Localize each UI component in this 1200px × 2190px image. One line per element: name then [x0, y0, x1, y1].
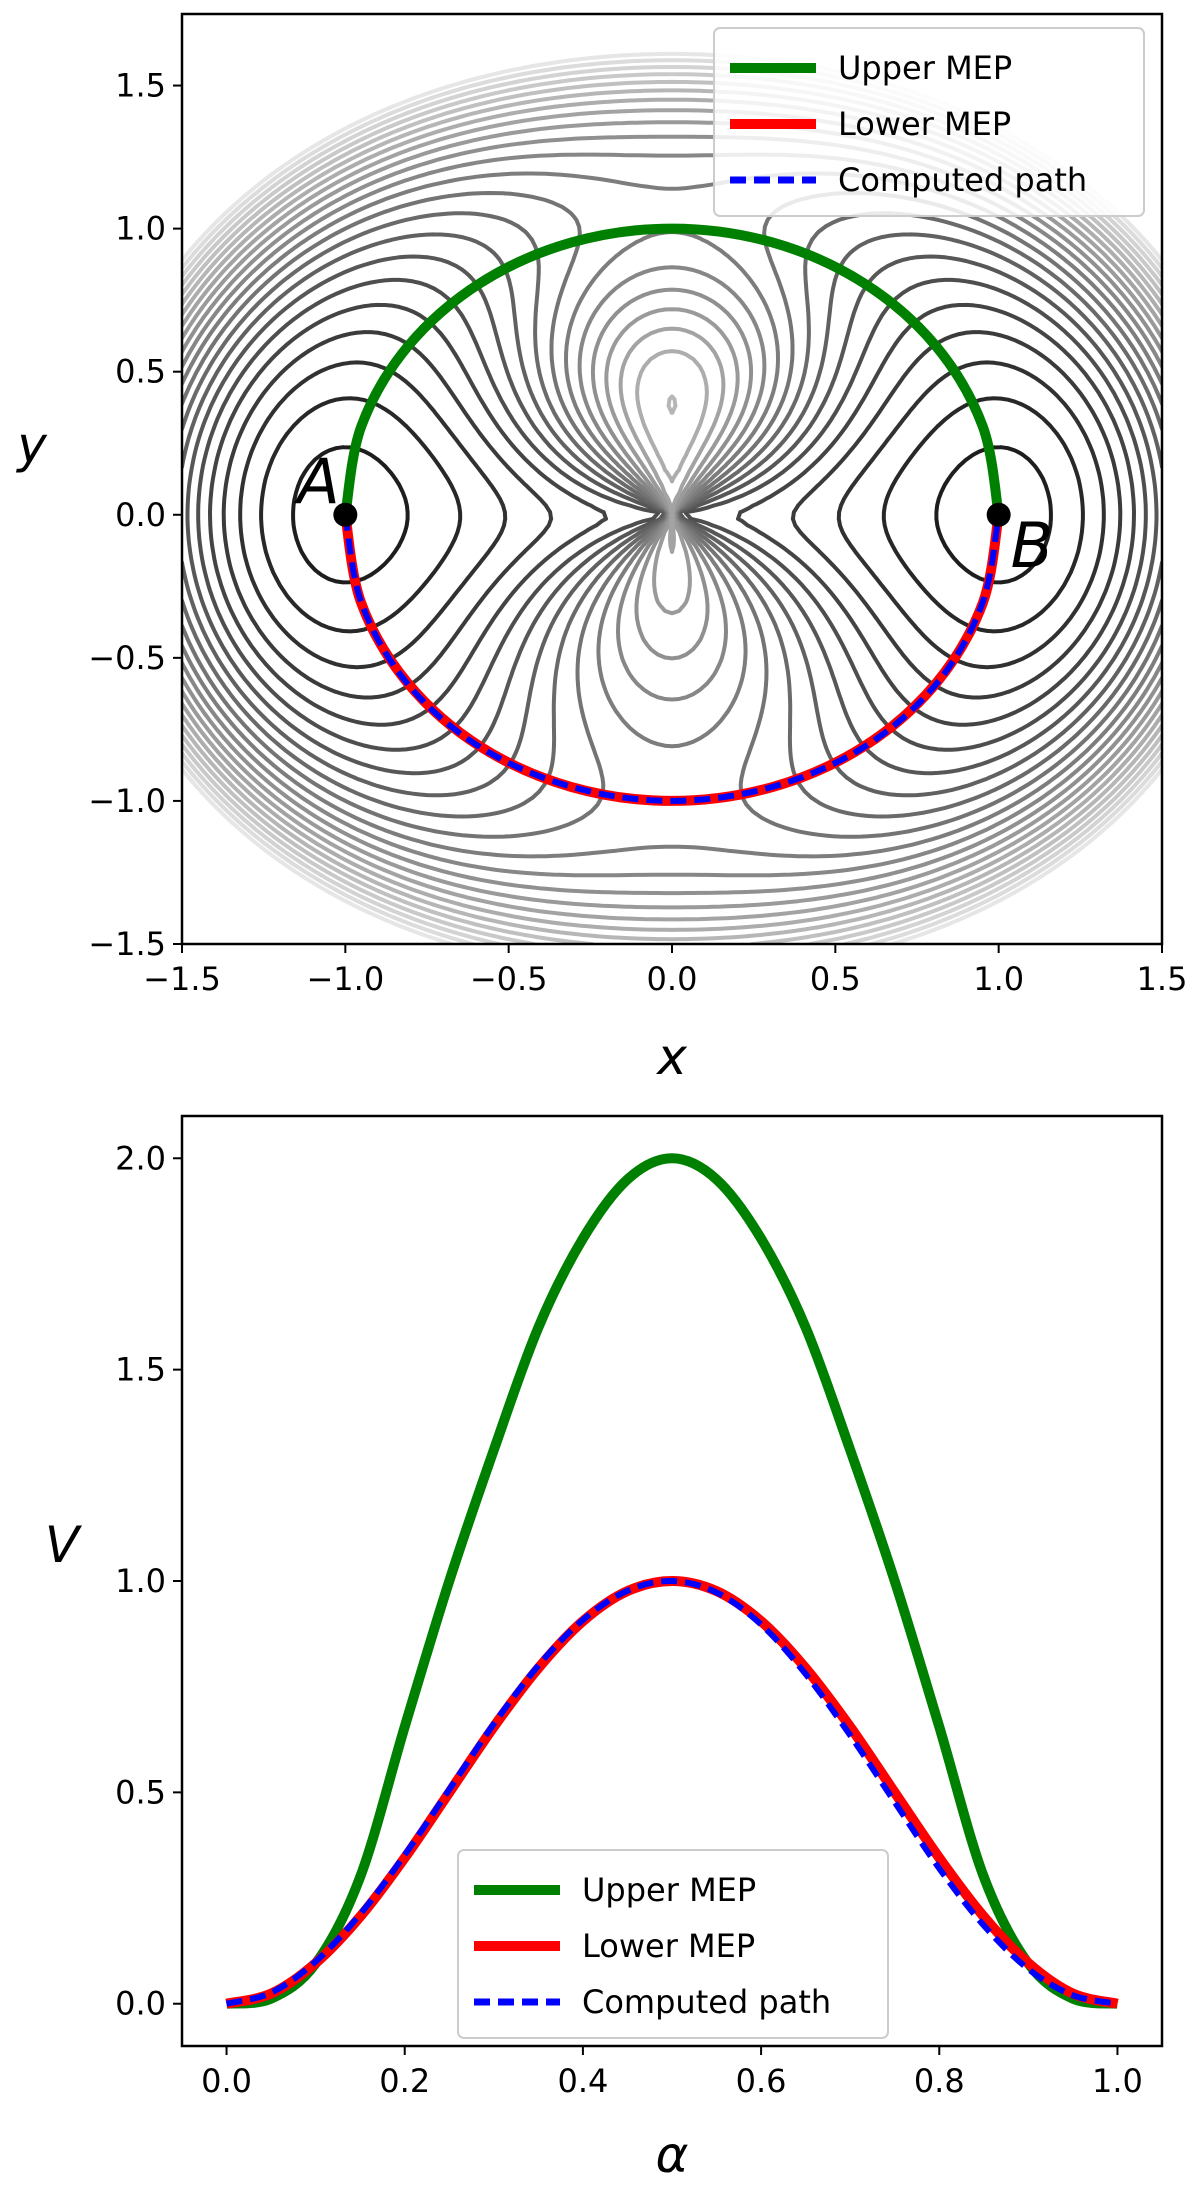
top-y-tick-label: −1.0: [88, 782, 166, 820]
top-series-upper-mep: [340, 223, 1004, 516]
contour-line: [238, 360, 1106, 670]
bottom-y-tick-label: 0.0: [115, 1985, 166, 2023]
bottom-x-tick-label: 0.2: [379, 2062, 430, 2100]
contour-line: [221, 330, 1123, 700]
endpoint-marker-b: [986, 502, 1011, 527]
top-y-axis-label: y: [15, 416, 48, 474]
bottom-series-lines: [225, 1153, 1119, 2009]
bottom-series-upper-mep: [225, 1153, 1119, 2009]
top-x-tick-label: 0.5: [810, 960, 861, 998]
bottom-x-tick-label: 0.8: [914, 2062, 965, 2100]
bottom-x-tick-label: 0.0: [201, 2062, 252, 2100]
endpoint-label-a: A: [293, 445, 339, 518]
contour-line: [208, 302, 1136, 727]
contour-line: [182, 191, 1162, 839]
top-legend-label: Computed path: [838, 161, 1087, 199]
top-legend: Upper MEP Lower MEP Computed path: [713, 27, 1145, 217]
contour-line: [182, 232, 1162, 798]
top-y-tick-label: −0.5: [88, 639, 166, 677]
bottom-y-ticks: 0.0 0.5 1.0 1.5 2.0: [115, 1139, 182, 2023]
top-y-tick-label: 0.5: [115, 353, 166, 391]
bottom-panel: 0.0 0.2 0.4 0.6 0.8 1.0 0.0 0.5 1.0 1.5 2.0 α V U…: [45, 1114, 1164, 2184]
top-legend-box: [713, 27, 1145, 217]
bottom-legend-label: Lower MEP: [582, 1927, 755, 1965]
endpoint-markers: AB: [293, 445, 1053, 582]
contour-line: [185, 254, 1159, 776]
top-x-axis-label: x: [655, 1028, 687, 1086]
top-series-computed-path: [342, 514, 1002, 804]
bottom-y-axis-label: V: [45, 1516, 83, 1574]
top-y-tick-label: 1.5: [115, 67, 166, 105]
contour-line: [259, 396, 1085, 634]
bottom-x-tick-label: 0.6: [736, 2062, 787, 2100]
bottom-y-tick-label: 2.0: [115, 1139, 166, 1177]
contour-line: [291, 445, 1053, 585]
top-y-ticks: −1.5 −1.0 −0.5 0.0 0.5 1.0 1.5: [88, 67, 182, 963]
contour-line: [196, 277, 1148, 752]
top-x-tick-label: −1.0: [306, 960, 384, 998]
endpoint-label-b: B: [1011, 509, 1054, 582]
bottom-y-tick-label: 1.5: [115, 1351, 166, 1389]
bottom-y-tick-label: 1.0: [115, 1562, 166, 1600]
bottom-x-tick-label: 1.0: [1092, 2062, 1143, 2100]
bottom-y-tick-label: 0.5: [115, 1773, 166, 1811]
top-x-tick-label: 1.0: [973, 960, 1024, 998]
bottom-x-axis-label: α: [656, 2126, 689, 2184]
bottom-series-computed-path: [225, 1577, 1119, 2007]
bottom-legend-box: [457, 1849, 889, 2039]
bottom-legend-label: Computed path: [582, 1983, 831, 2021]
bottom-legend: Upper MEP Lower MEP Computed path: [457, 1849, 889, 2039]
top-x-tick-label: 0.0: [647, 960, 698, 998]
endpoint-marker-a: [333, 502, 358, 527]
top-x-ticks: −1.5 −1.0 −0.5 0.0 0.5 1.0 1.5: [143, 944, 1187, 998]
bottom-x-tick-label: 0.4: [557, 2062, 608, 2100]
contour-line: [182, 152, 1162, 878]
bottom-x-ticks: 0.0 0.2 0.4 0.6 0.8 1.0: [201, 2046, 1143, 2100]
top-y-tick-label: 1.0: [115, 210, 166, 248]
top-x-tick-label: −0.5: [470, 960, 548, 998]
top-x-tick-label: −1.5: [143, 960, 221, 998]
top-series-lines: [340, 223, 1004, 806]
bottom-legend-label: Upper MEP: [582, 1871, 756, 1909]
top-y-tick-label: 0.0: [115, 496, 166, 534]
top-legend-label: Lower MEP: [838, 105, 1011, 143]
top-y-tick-label: −1.5: [88, 925, 166, 963]
potential-contours: [182, 51, 1162, 944]
top-legend-label: Upper MEP: [838, 49, 1012, 87]
top-panel: AB −1.5 −1.0 −0.5 0.0 0.5 1.0 1.5 −1.5−1.0−0.5…: [15, 12, 1187, 1086]
top-x-tick-label: 1.5: [1137, 960, 1188, 998]
